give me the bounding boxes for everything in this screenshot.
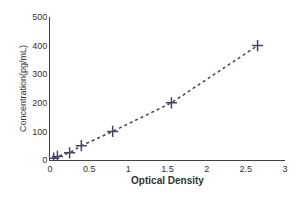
svg-text:2: 2 bbox=[204, 164, 209, 174]
svg-text:200: 200 bbox=[32, 98, 47, 108]
svg-text:0: 0 bbox=[42, 155, 47, 165]
svg-text:100: 100 bbox=[32, 127, 47, 137]
svg-text:1: 1 bbox=[126, 164, 131, 174]
svg-text:300: 300 bbox=[32, 69, 47, 79]
svg-text:2.5: 2.5 bbox=[240, 164, 253, 174]
svg-text:Optical Density: Optical Density bbox=[131, 175, 204, 186]
svg-text:0: 0 bbox=[47, 164, 52, 174]
svg-text:500: 500 bbox=[32, 12, 47, 22]
svg-text:1.5: 1.5 bbox=[161, 164, 174, 174]
svg-text:400: 400 bbox=[32, 41, 47, 51]
svg-text:Concentration(pg/mL): Concentration(pg/mL) bbox=[18, 45, 28, 132]
svg-text:3: 3 bbox=[282, 164, 287, 174]
svg-text:0.5: 0.5 bbox=[83, 164, 96, 174]
